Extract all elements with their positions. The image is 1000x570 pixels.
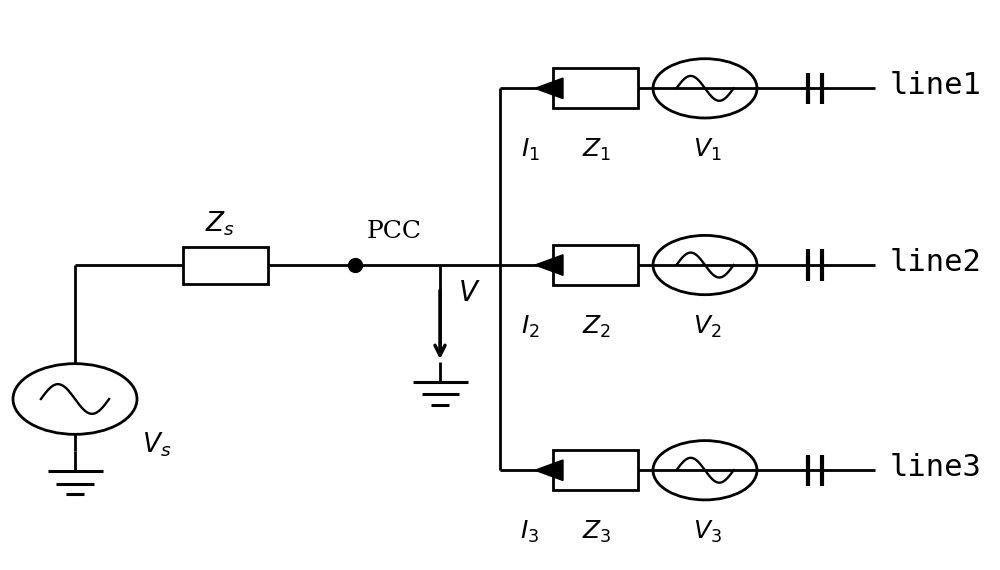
Polygon shape (535, 460, 563, 481)
Text: $V_1$: $V_1$ (693, 137, 721, 163)
Text: $I_2$: $I_2$ (521, 314, 539, 340)
Text: $V_2$: $V_2$ (693, 314, 721, 340)
Polygon shape (535, 78, 563, 99)
Text: $Z_2$: $Z_2$ (582, 314, 612, 340)
Text: line2: line2 (890, 248, 982, 276)
Text: line1: line1 (890, 71, 982, 100)
Text: $V$: $V$ (458, 280, 481, 307)
Text: $I_1$: $I_1$ (521, 137, 539, 163)
Text: $Z_3$: $Z_3$ (582, 519, 612, 545)
Bar (552, 245, 638, 285)
Text: PCC: PCC (367, 221, 422, 243)
Text: $V_s$: $V_s$ (142, 430, 171, 459)
Polygon shape (535, 255, 563, 275)
Text: line3: line3 (890, 453, 982, 482)
Bar (552, 450, 638, 490)
Bar (552, 68, 638, 108)
Text: $I_3$: $I_3$ (520, 519, 540, 545)
Text: $Z_s$: $Z_s$ (205, 209, 235, 238)
Text: $Z_1$: $Z_1$ (582, 137, 612, 163)
Text: $V_3$: $V_3$ (693, 519, 721, 545)
Bar (182, 246, 268, 283)
